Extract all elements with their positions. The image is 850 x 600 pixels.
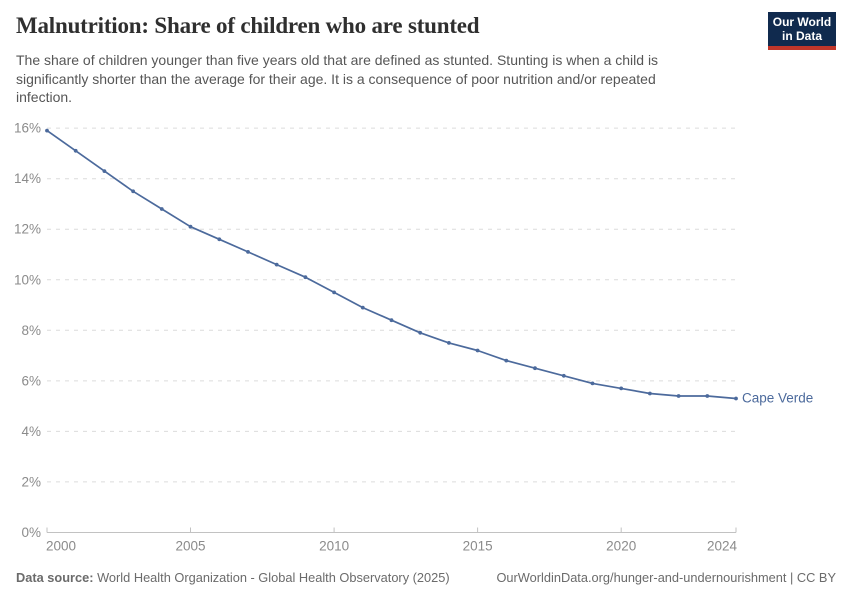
data-point-2007[interactable] <box>246 250 250 254</box>
data-point-2013[interactable] <box>418 330 423 335</box>
data-source: Data source: World Health Organization -… <box>16 570 450 585</box>
data-point-2018[interactable] <box>561 373 566 378</box>
owid-logo[interactable]: Our World in Data <box>768 12 836 50</box>
data-point-2002[interactable] <box>102 169 107 174</box>
y-axis-tick-label: 2% <box>21 474 41 489</box>
line-series-cape-verde[interactable] <box>46 129 737 400</box>
y-axis-tick-label: 16% <box>14 121 41 136</box>
data-point-2017[interactable] <box>533 366 537 371</box>
data-point-2016[interactable] <box>504 358 509 363</box>
data-point-2020[interactable] <box>619 386 624 391</box>
data-point-2014[interactable] <box>447 341 451 345</box>
chart-subtitle: The share of children younger than five … <box>16 52 659 105</box>
data-point-2004[interactable] <box>159 207 164 211</box>
x-axis-tick-label: 2015 <box>463 539 493 554</box>
data-point-2001[interactable] <box>73 148 78 153</box>
line-chart[interactable]: 0% 2% 4% 6% 8% 10% 12% 14% 16% 2000 2005 2010 2015 20… <box>0 103 850 568</box>
y-axis-tick-label: 4% <box>21 424 41 439</box>
data-point-2009[interactable] <box>303 275 308 280</box>
data-point-2019[interactable] <box>590 381 595 386</box>
owid-logo-line2: in Data <box>781 28 822 43</box>
data-point-2023[interactable] <box>705 394 710 398</box>
data-source-label: Data source: <box>16 570 94 585</box>
y-axis-tick-label: 0% <box>21 525 41 540</box>
data-point-2011[interactable] <box>360 305 365 310</box>
data-point-2012[interactable] <box>389 318 394 323</box>
data-point-2003[interactable] <box>131 189 136 194</box>
data-point-2008[interactable] <box>274 262 279 267</box>
owid-logo-line1: Our World <box>772 15 832 29</box>
data-point-2005[interactable] <box>188 224 193 229</box>
y-axis-tick-label: 8% <box>21 323 41 338</box>
y-axis-tick-label: 12% <box>14 222 41 237</box>
y-axis-tick-label: 10% <box>14 272 41 287</box>
y-axis-tick-label: 6% <box>21 373 41 388</box>
data-point-2000[interactable] <box>45 128 49 133</box>
data-point-2015[interactable] <box>475 348 480 353</box>
data-point-2021[interactable] <box>648 391 652 396</box>
footer: Data source: World Health Organization -… <box>16 570 836 585</box>
data-source-text: World Health Organization - Global Healt… <box>93 570 450 585</box>
data-point-2022[interactable] <box>676 394 681 398</box>
chart-title: Malnutrition: Share of children who are … <box>16 13 480 38</box>
x-axis-tick-label: 2005 <box>175 539 205 554</box>
footer-link[interactable]: OurWorldinData.org/hunger-and-undernouri… <box>496 570 836 585</box>
x-axis-tick-label: 2020 <box>606 539 636 554</box>
x-axis-tick-label: 2010 <box>319 539 349 554</box>
data-point-2010[interactable] <box>332 290 336 295</box>
data-point-2024[interactable] <box>734 396 738 401</box>
y-axis-tick-label: 14% <box>14 171 41 186</box>
series-end-label: Cape Verde <box>742 391 813 406</box>
x-axis-tick-label: 2000 <box>46 539 76 554</box>
x-axis-tick-label: 2024 <box>707 539 738 554</box>
data-point-2006[interactable] <box>217 237 222 242</box>
